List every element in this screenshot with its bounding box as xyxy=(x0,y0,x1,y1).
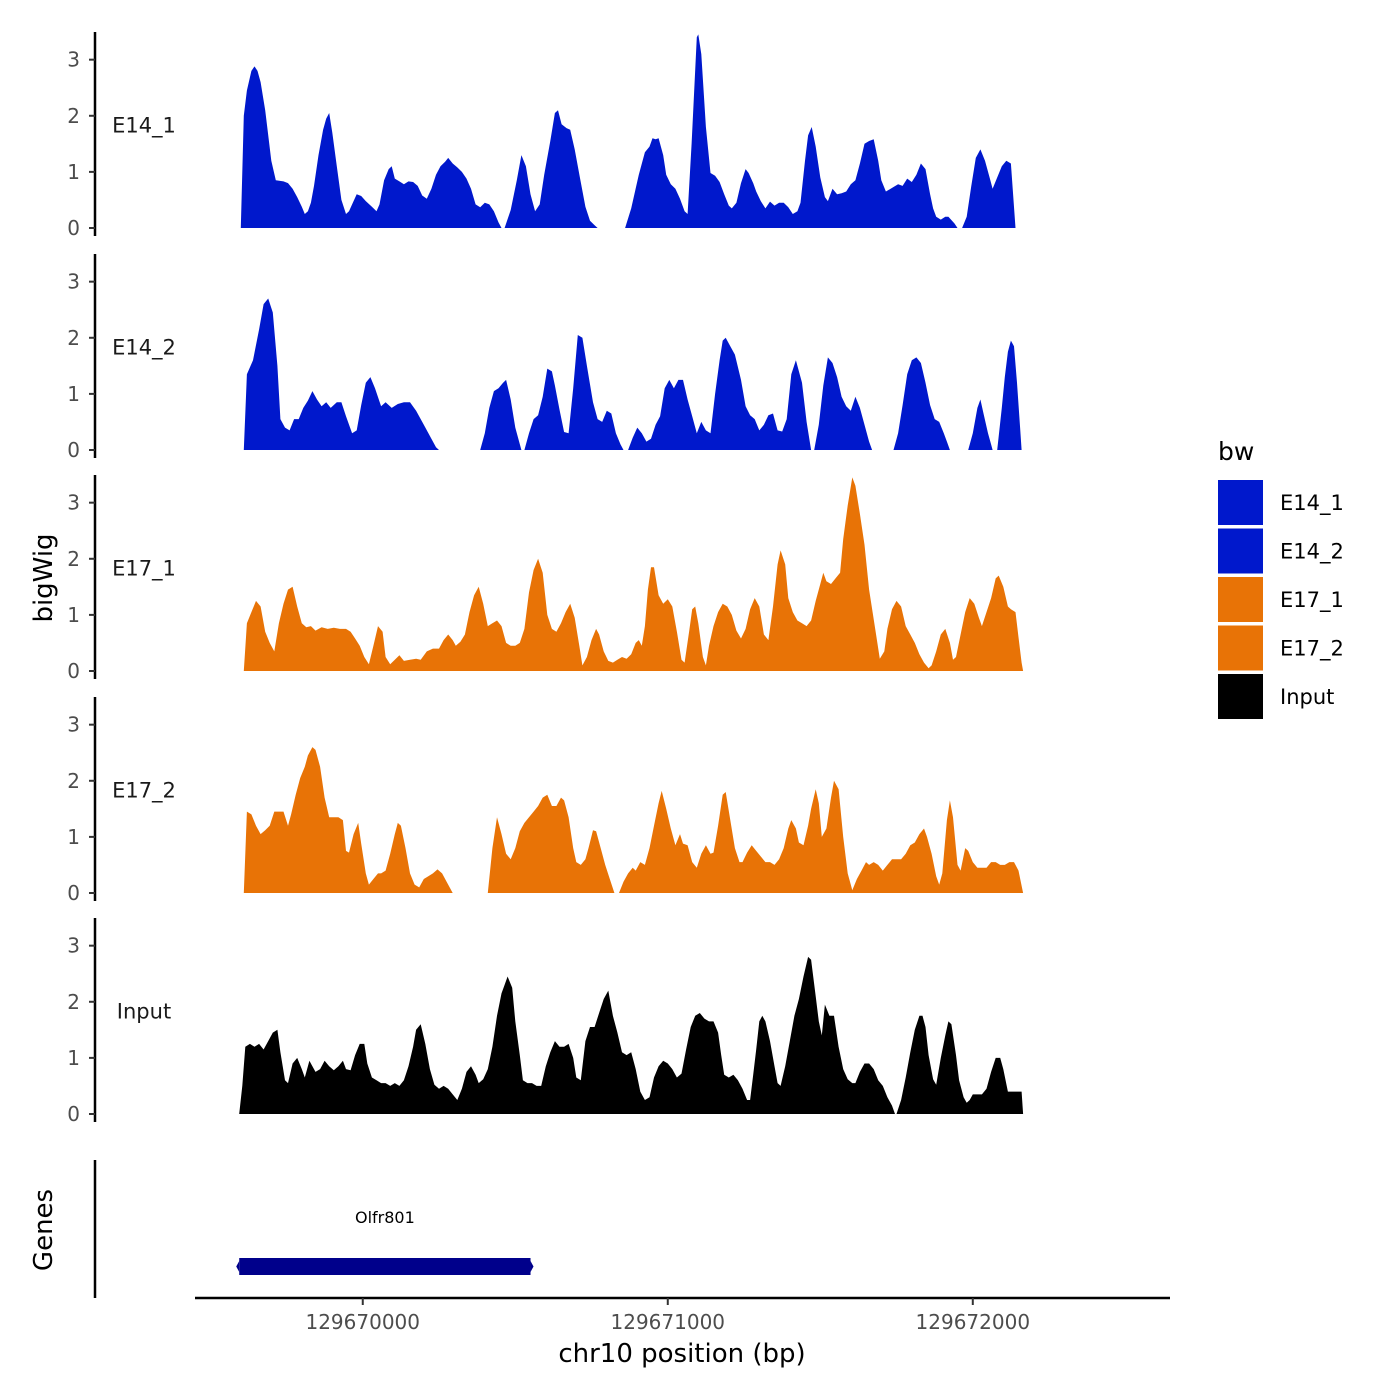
track-label-e14-1: E14_1 xyxy=(112,114,176,139)
gene-label-olfr801: Olfr801 xyxy=(355,1208,415,1227)
y-tick-label: 2 xyxy=(67,769,80,793)
track-e17-1: 0 1 2 3 E17_1 xyxy=(67,475,1024,683)
legend: bw E14_1 E14_2 E17_1 E17_2 Input xyxy=(1218,437,1344,719)
y-tick-label: 3 xyxy=(67,48,80,72)
y-tick-label: 3 xyxy=(67,491,80,515)
gene-start-cap xyxy=(236,1261,240,1272)
track-area-e14-1 xyxy=(240,34,1016,229)
track-label-e17-2: E17_2 xyxy=(112,779,176,804)
legend-swatch-input xyxy=(1218,674,1263,719)
legend-swatch-e14-1 xyxy=(1218,480,1263,525)
y-tick-label: 2 xyxy=(67,547,80,571)
y-tick-label: 0 xyxy=(67,1102,80,1126)
track-e14-1: 0 1 2 3 E14_1 xyxy=(67,32,1016,240)
x-tick-label: 129672000 xyxy=(916,1310,1031,1334)
track-area-e17-2 xyxy=(243,747,1024,893)
y-tick-label: 1 xyxy=(67,160,80,184)
genes-panel: Olfr801 xyxy=(93,1160,534,1298)
track-e14-2: 0 1 2 3 E14_2 xyxy=(67,254,1022,462)
tracks-layer: 0 1 2 3 E14_1 0 1 2 3 E14_2 0 1 2 3 E17_1 0 1 2 3 E17_2 0 1 2 3… xyxy=(67,32,1024,1126)
y-tick-label: 3 xyxy=(67,713,80,737)
y-tick-label: 0 xyxy=(67,659,80,683)
legend-label-e14-1: E14_1 xyxy=(1280,491,1344,516)
legend-label-input: Input xyxy=(1280,685,1334,709)
y-tick-label: 0 xyxy=(67,881,80,905)
legend-swatch-e17-2 xyxy=(1218,625,1263,671)
track-area-e14-2 xyxy=(243,298,1022,450)
track-input: 0 1 2 3 Input xyxy=(67,918,1024,1126)
x-axis-title: chr10 position (bp) xyxy=(558,1339,805,1369)
x-tick-label: 129670000 xyxy=(305,1310,420,1334)
track-label-e17-1: E17_1 xyxy=(112,557,176,582)
legend-title: bw xyxy=(1218,437,1254,466)
y-tick-label: 1 xyxy=(67,1046,80,1070)
y-tick-label: 2 xyxy=(67,326,80,350)
gene-body-olfr801 xyxy=(239,1258,531,1275)
legend-swatch-e17-1 xyxy=(1218,577,1263,622)
y-axis-title: bigWig xyxy=(29,533,59,622)
legend-label-e17-2: E17_2 xyxy=(1280,637,1344,662)
x-tick-label: 129671000 xyxy=(611,1310,726,1334)
track-area-input xyxy=(239,956,1024,1114)
y-tick-label: 3 xyxy=(67,934,80,958)
legend-label-e14-2: E14_2 xyxy=(1280,540,1344,565)
legend-label-e17-1: E17_1 xyxy=(1280,588,1344,613)
legend-swatch-e14-2 xyxy=(1218,528,1263,574)
y-tick-label: 1 xyxy=(67,603,80,627)
y-tick-label: 2 xyxy=(67,990,80,1014)
y-tick-label: 2 xyxy=(67,104,80,128)
track-area-e17-1 xyxy=(243,477,1024,671)
y-tick-label: 0 xyxy=(67,438,80,462)
track-e17-2: 0 1 2 3 E17_2 xyxy=(67,697,1024,905)
y-tick-label: 3 xyxy=(67,270,80,294)
y-tick-label: 1 xyxy=(67,382,80,406)
track-label-input: Input xyxy=(117,1000,171,1024)
track-label-e14-2: E14_2 xyxy=(112,336,176,361)
y-tick-label: 0 xyxy=(67,216,80,240)
y-tick-label: 1 xyxy=(67,825,80,849)
genes-axis-title: Genes xyxy=(29,1189,59,1271)
gene-end-cap xyxy=(530,1261,534,1272)
x-axis: 129670000 129671000 129672000 xyxy=(195,1296,1170,1334)
